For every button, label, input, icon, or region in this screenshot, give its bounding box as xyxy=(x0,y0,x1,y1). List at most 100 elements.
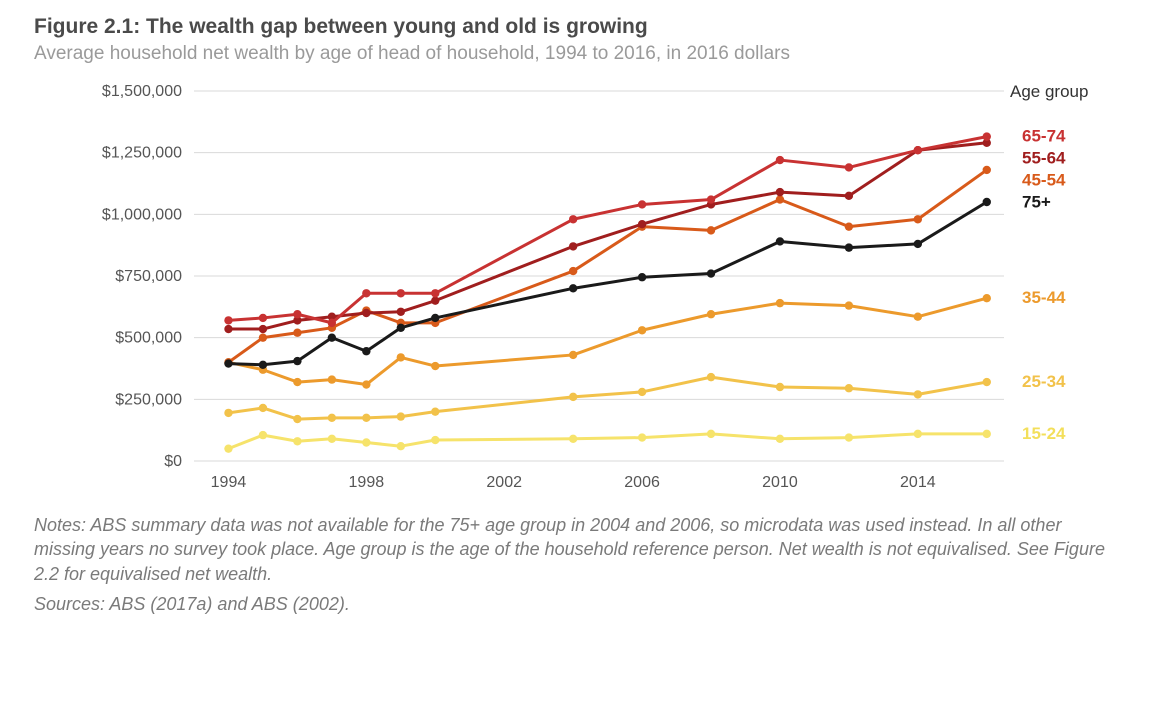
series-marker-55-64 xyxy=(845,192,853,200)
series-marker-45-54 xyxy=(259,333,267,341)
x-axis-tick-label: 2006 xyxy=(624,474,660,491)
series-marker-65-74 xyxy=(328,319,336,327)
chart-area: $0$250,000$500,000$750,000$1,000,000$1,2… xyxy=(34,73,1126,503)
series-marker-35-44 xyxy=(293,378,301,386)
figure-title: Figure 2.1: The wealth gap between young… xyxy=(34,14,1126,40)
series-marker-55-64 xyxy=(259,325,267,333)
series-line-75+ xyxy=(228,202,986,365)
series-marker-25-34 xyxy=(397,412,405,420)
series-marker-25-34 xyxy=(293,415,301,423)
figure-sources: Sources: ABS (2017a) and ABS (2002). xyxy=(34,594,1126,615)
series-label-75+: 75+ xyxy=(1022,193,1051,212)
x-axis-tick-label: 2010 xyxy=(762,474,798,491)
figure-notes: Notes: ABS summary data was not availabl… xyxy=(34,513,1126,586)
series-marker-15-24 xyxy=(397,442,405,450)
series-marker-75+ xyxy=(983,198,991,206)
series-marker-55-64 xyxy=(224,325,232,333)
series-marker-25-34 xyxy=(224,409,232,417)
series-marker-45-54 xyxy=(569,267,577,275)
series-marker-45-54 xyxy=(776,195,784,203)
series-marker-15-24 xyxy=(431,436,439,444)
series-marker-75+ xyxy=(328,333,336,341)
series-marker-15-24 xyxy=(224,444,232,452)
y-axis-tick-label: $1,500,000 xyxy=(102,83,182,100)
series-marker-65-74 xyxy=(293,310,301,318)
series-marker-45-54 xyxy=(707,226,715,234)
series-marker-25-34 xyxy=(362,414,370,422)
series-marker-25-34 xyxy=(983,378,991,386)
series-marker-65-74 xyxy=(224,316,232,324)
series-marker-65-74 xyxy=(431,289,439,297)
series-marker-55-64 xyxy=(638,220,646,228)
x-axis-tick-label: 2014 xyxy=(900,474,936,491)
series-marker-15-24 xyxy=(776,435,784,443)
series-line-45-54 xyxy=(228,170,986,362)
series-marker-45-54 xyxy=(845,222,853,230)
series-marker-75+ xyxy=(638,273,646,281)
series-marker-45-54 xyxy=(983,166,991,174)
series-line-65-74 xyxy=(228,137,986,323)
series-marker-15-24 xyxy=(914,430,922,438)
series-marker-65-74 xyxy=(259,314,267,322)
series-marker-25-34 xyxy=(431,407,439,415)
series-marker-65-74 xyxy=(638,200,646,208)
series-label-65-74: 65-74 xyxy=(1022,127,1066,146)
series-marker-15-24 xyxy=(362,438,370,446)
series-marker-65-74 xyxy=(845,163,853,171)
series-marker-25-34 xyxy=(259,404,267,412)
series-marker-65-74 xyxy=(776,156,784,164)
y-axis-tick-label: $500,000 xyxy=(115,330,182,347)
series-marker-75+ xyxy=(293,357,301,365)
series-marker-75+ xyxy=(431,314,439,322)
series-marker-75+ xyxy=(914,240,922,248)
series-marker-15-24 xyxy=(638,433,646,441)
series-line-55-64 xyxy=(228,143,986,329)
series-marker-15-24 xyxy=(259,431,267,439)
legend-title: Age group xyxy=(1010,82,1088,101)
series-marker-15-24 xyxy=(569,435,577,443)
series-marker-65-74 xyxy=(397,289,405,297)
series-marker-45-54 xyxy=(914,215,922,223)
series-marker-75+ xyxy=(224,359,232,367)
series-marker-55-64 xyxy=(362,309,370,317)
y-axis-tick-label: $1,250,000 xyxy=(102,145,182,162)
series-label-55-64: 55-64 xyxy=(1022,149,1066,168)
series-marker-25-34 xyxy=(845,384,853,392)
series-marker-35-44 xyxy=(845,301,853,309)
series-marker-25-34 xyxy=(914,390,922,398)
series-marker-75+ xyxy=(397,324,405,332)
series-marker-25-34 xyxy=(638,388,646,396)
series-marker-45-54 xyxy=(293,328,301,336)
series-marker-35-44 xyxy=(914,312,922,320)
x-axis-tick-label: 1994 xyxy=(211,474,247,491)
series-label-25-34: 25-34 xyxy=(1022,372,1066,391)
series-marker-75+ xyxy=(362,347,370,355)
series-marker-35-44 xyxy=(638,326,646,334)
figure-container: Figure 2.1: The wealth gap between young… xyxy=(0,0,1160,704)
series-marker-15-24 xyxy=(293,437,301,445)
x-axis-tick-label: 2002 xyxy=(486,474,522,491)
series-marker-35-44 xyxy=(776,299,784,307)
series-marker-15-24 xyxy=(983,430,991,438)
series-marker-35-44 xyxy=(707,310,715,318)
series-line-15-24 xyxy=(228,434,986,449)
series-label-45-54: 45-54 xyxy=(1022,171,1066,190)
series-marker-35-44 xyxy=(431,362,439,370)
series-marker-25-34 xyxy=(569,393,577,401)
series-marker-65-74 xyxy=(983,132,991,140)
series-marker-65-74 xyxy=(707,195,715,203)
series-marker-55-64 xyxy=(569,242,577,250)
series-marker-65-74 xyxy=(914,146,922,154)
series-marker-75+ xyxy=(845,243,853,251)
series-label-35-44: 35-44 xyxy=(1022,288,1066,307)
series-marker-35-44 xyxy=(328,375,336,383)
series-marker-55-64 xyxy=(431,296,439,304)
series-marker-25-34 xyxy=(707,373,715,381)
series-label-15-24: 15-24 xyxy=(1022,424,1066,443)
series-marker-75+ xyxy=(776,237,784,245)
series-marker-15-24 xyxy=(707,430,715,438)
series-marker-75+ xyxy=(569,284,577,292)
series-marker-15-24 xyxy=(328,435,336,443)
series-marker-35-44 xyxy=(397,353,405,361)
y-axis-tick-label: $1,000,000 xyxy=(102,206,182,223)
